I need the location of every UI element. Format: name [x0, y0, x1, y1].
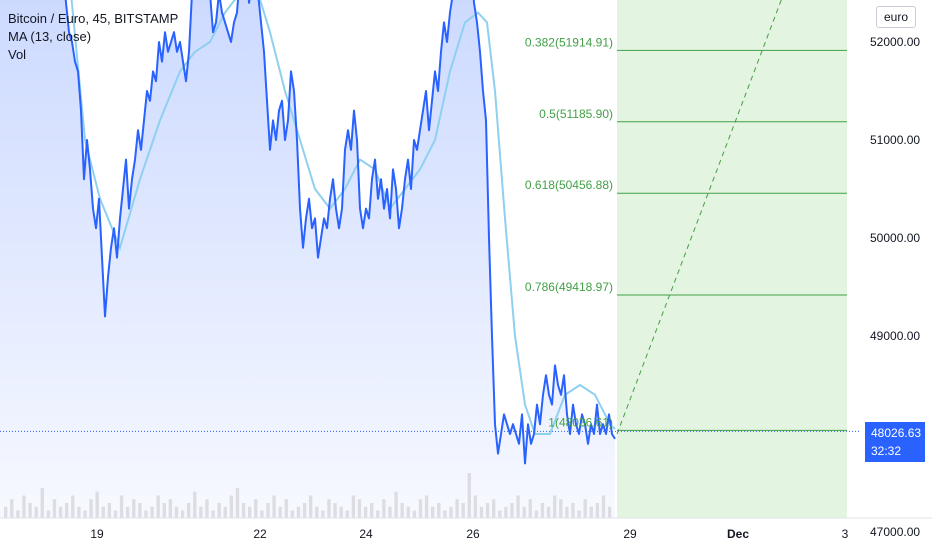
- ma-indicator-label[interactable]: MA (13, close): [8, 29, 92, 44]
- fib-level-label: 0.5(51185.90): [539, 107, 613, 121]
- fib-trend-line: [616, 0, 782, 435]
- currency-button[interactable]: euro: [876, 6, 916, 28]
- last-price-value: 48026.63: [871, 426, 922, 440]
- price-axis-tick-label: 52000.00: [870, 35, 920, 49]
- time-axis-tick-label: 22: [253, 527, 267, 541]
- fib-zone: [617, 0, 847, 518]
- last-price-tag: 48026.63 32:32: [865, 422, 925, 462]
- time-axis-tick-label: 24: [359, 527, 373, 541]
- time-axis-tick-label: 19: [90, 527, 104, 541]
- time-axis-tick-label: 29: [623, 527, 637, 541]
- fib-level-label: 0.786(49418.97): [525, 280, 613, 294]
- volume-indicator-label[interactable]: Vol: [8, 47, 27, 62]
- fib-level-label: 1(48036.61): [548, 415, 613, 429]
- symbol-title[interactable]: Bitcoin / Euro, 45, BITSTAMP: [8, 11, 179, 26]
- price-axis-tick-label: 49000.00: [870, 329, 920, 343]
- price-area: [0, 0, 615, 518]
- price-axis: [860, 0, 932, 550]
- time-axis-tick-label: 26: [466, 527, 480, 541]
- price-axis-tick-label: 50000.00: [870, 231, 920, 245]
- price-line: [64, 0, 616, 465]
- bar-countdown: 32:32: [871, 444, 902, 458]
- ma-line: [70, 0, 616, 435]
- price-axis-tick-label: 47000.00: [870, 525, 920, 539]
- time-axis-tick-label: 3: [842, 527, 849, 541]
- fib-level-label: 0.618(50456.88): [525, 178, 613, 192]
- price-axis-tick-label: 51000.00: [870, 133, 920, 147]
- chart-legend: Bitcoin / Euro, 45, BITSTAMP MA (13, clo…: [8, 10, 178, 64]
- time-axis-tick-label: Dec: [727, 527, 749, 541]
- fib-level-label: 0.382(51914.91): [525, 35, 613, 49]
